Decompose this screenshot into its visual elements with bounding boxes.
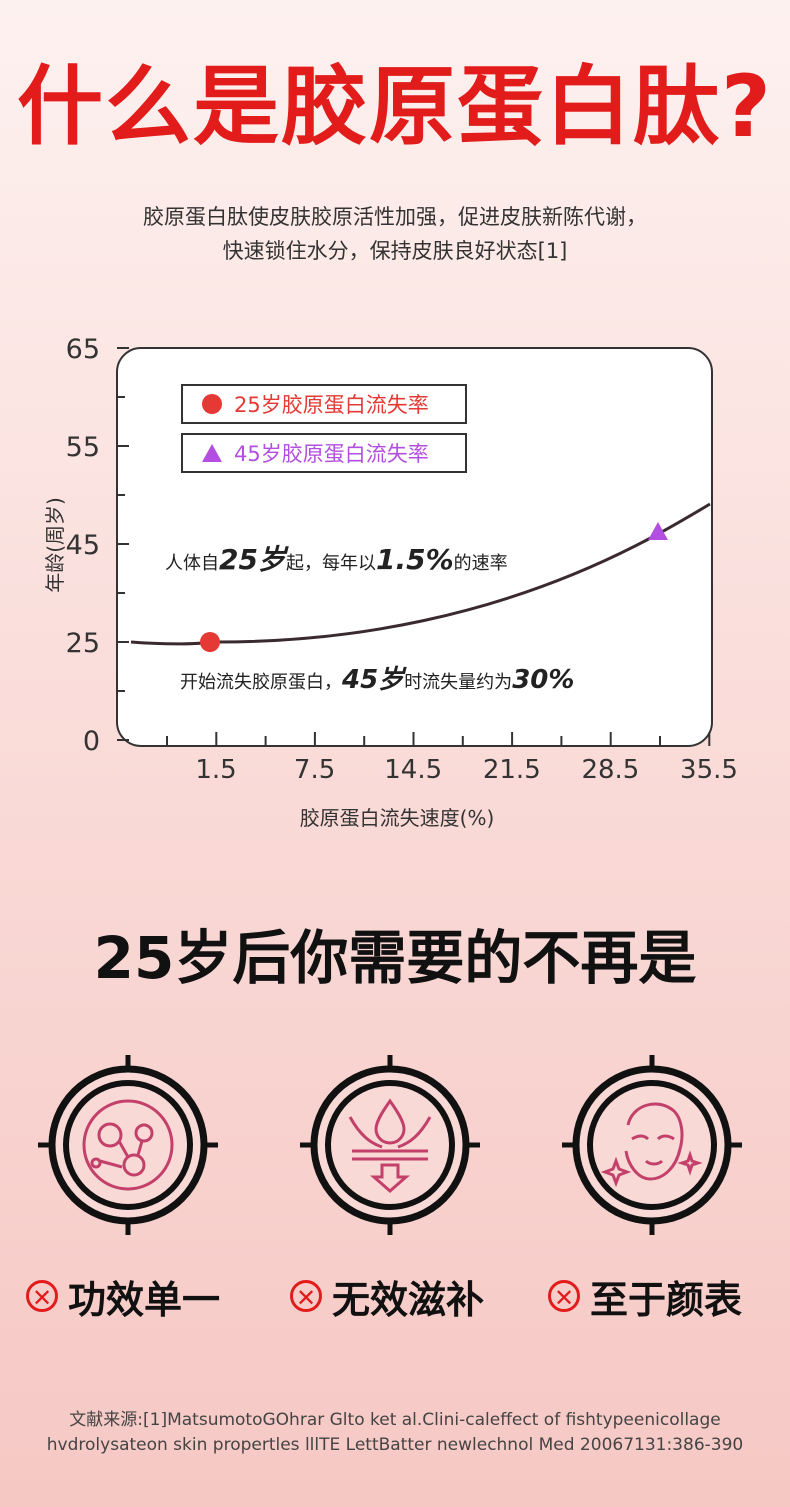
data-point-25 [200, 632, 220, 652]
section-heading: 25岁后你需要的不再是 [93, 924, 697, 992]
reference-line-1: 文献来源:[1]MatsumotoGOhrar Glto ket al.Clin… [69, 1410, 721, 1430]
legend-label-45: 45岁胶原蛋白流失率 [234, 442, 429, 466]
annotation-line-1: 人体自25岁起，每年以1.5%的速率 [165, 543, 508, 576]
x-tick-label: 14.5 [384, 755, 442, 785]
y-tick-label: 25 [66, 628, 100, 659]
legend-marker-triangle [202, 444, 222, 462]
page-subtitle: 胶原蛋白肽使皮肤胶原活性加强，促进皮肤新陈代谢， 快速锁住水分，保持皮肤良好状态… [0, 200, 790, 268]
subtitle-line-1: 胶原蛋白肽使皮肤胶原活性加强，促进皮肤新陈代谢， [143, 205, 647, 229]
item-label-2: ✕ 无效滋补 [290, 1268, 484, 1324]
legend: 25岁胶原蛋白流失率 45岁胶原蛋白流失率 [181, 384, 467, 473]
item-label-3: ✕ 至于颜表 [548, 1268, 742, 1324]
page-title: 什么是胶原蛋白肽? [17, 57, 773, 157]
y-tick-label: 65 [66, 334, 100, 365]
y-tick-label: 0 [83, 726, 100, 757]
y-tick-label: 45 [66, 530, 100, 561]
item-label-text-1: 功效单一 [68, 1277, 221, 1322]
data-point-45 [648, 522, 668, 540]
x-tick-label: 21.5 [483, 755, 541, 785]
legend-box-45 [181, 433, 467, 473]
item-label-text-3: 至于颜表 [590, 1277, 743, 1322]
water-drop-absorb-icon [300, 1055, 480, 1235]
molecule-icon [38, 1055, 218, 1235]
item-label-text-2: 无效滋补 [332, 1277, 485, 1322]
x-axis: 1.5 7.5 14.5 21.5 28.5 35.5 [166, 732, 738, 785]
y-tick-label: 55 [66, 432, 100, 463]
reference-line-2: hvdrolysateon skin propertles lllTE Lett… [46, 1435, 744, 1455]
subtitle-line-2: 快速锁住水分，保持皮肤良好状态[1] [222, 239, 568, 263]
reference: 文献来源:[1]MatsumotoGOhrar Glto ket al.Clin… [0, 1408, 790, 1458]
loss-curve [130, 502, 711, 646]
x-tick-label: 28.5 [581, 755, 639, 785]
item-label-1: ✕ 功效单一 [26, 1268, 220, 1324]
x-axis-label: 胶原蛋白流失速度(%) [300, 806, 495, 830]
x-mark-icon: ✕ [548, 1280, 580, 1312]
x-mark-icon: ✕ [290, 1280, 322, 1312]
legend-label-25: 25岁胶原蛋白流失率 [234, 393, 429, 417]
x-tick-label: 7.5 [294, 755, 335, 785]
face-sparkle-icon [562, 1055, 742, 1235]
x-mark-icon: ✕ [26, 1280, 58, 1312]
legend-marker-circle [202, 394, 222, 414]
y-axis: 0 25 45 55 65 [66, 334, 129, 757]
x-tick-label: 1.5 [195, 755, 236, 785]
annotation-line-2: 开始流失胶原蛋白，45岁时流失量约为30% [180, 665, 574, 695]
legend-box-25 [181, 384, 467, 424]
y-axis-label: 年龄(周岁) [43, 497, 67, 593]
x-tick-label: 35.5 [680, 755, 738, 785]
